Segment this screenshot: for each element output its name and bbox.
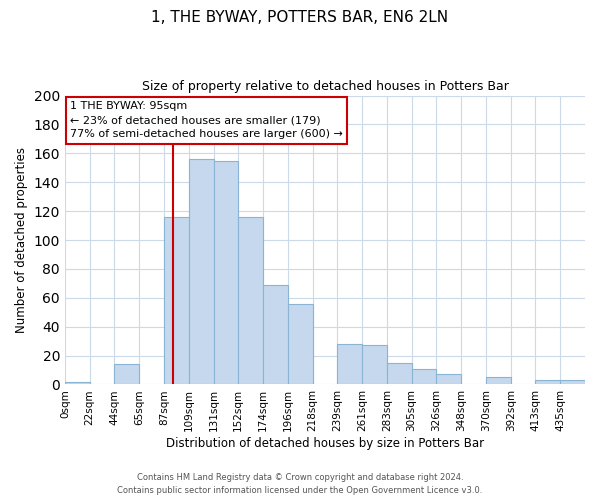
Bar: [164, 217, 189, 384]
Bar: [412, 368, 436, 384]
Bar: [263, 285, 288, 384]
Bar: [214, 160, 238, 384]
Bar: [560, 380, 585, 384]
Bar: [387, 363, 412, 384]
Text: 1 THE BYWAY: 95sqm
← 23% of detached houses are smaller (179)
77% of semi-detach: 1 THE BYWAY: 95sqm ← 23% of detached hou…: [70, 102, 343, 140]
Bar: [362, 346, 387, 385]
Y-axis label: Number of detached properties: Number of detached properties: [15, 147, 28, 333]
Bar: [486, 377, 511, 384]
Bar: [337, 344, 362, 385]
Bar: [436, 374, 461, 384]
Text: 1, THE BYWAY, POTTERS BAR, EN6 2LN: 1, THE BYWAY, POTTERS BAR, EN6 2LN: [151, 10, 449, 25]
Bar: [535, 380, 560, 384]
Text: Contains HM Land Registry data © Crown copyright and database right 2024.
Contai: Contains HM Land Registry data © Crown c…: [118, 474, 482, 495]
Bar: [189, 159, 214, 384]
Bar: [65, 382, 89, 384]
Bar: [238, 217, 263, 384]
Bar: [288, 304, 313, 384]
X-axis label: Distribution of detached houses by size in Potters Bar: Distribution of detached houses by size …: [166, 437, 484, 450]
Title: Size of property relative to detached houses in Potters Bar: Size of property relative to detached ho…: [142, 80, 508, 93]
Bar: [115, 364, 139, 384]
